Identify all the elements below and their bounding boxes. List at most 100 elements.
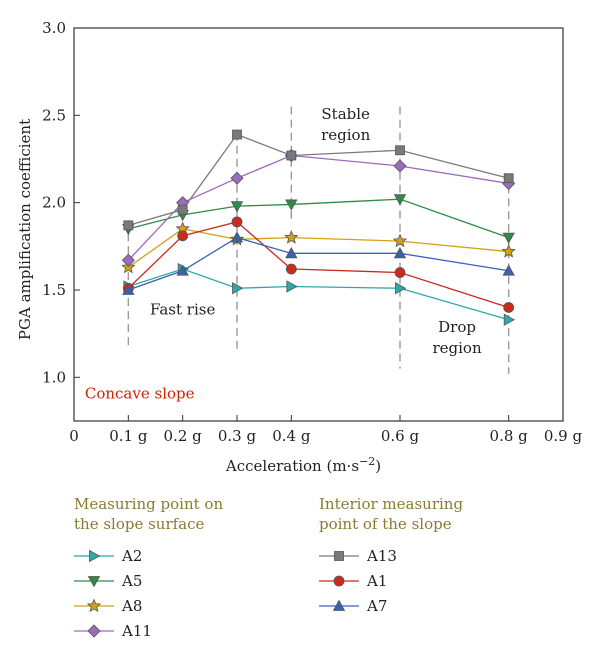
x-tick-label: 0.1 g: [109, 427, 148, 445]
data-point-a13: [177, 204, 188, 215]
series-a7: [122, 231, 515, 295]
y-axis-ticks: 1.0 1.5 2.0 2.5 3.0: [42, 19, 80, 386]
x-tick-label: 0.9 g: [544, 427, 583, 445]
legend-symbol-a8: [74, 598, 114, 613]
data-point-a2: [286, 280, 298, 293]
data-point-a8: [392, 233, 408, 248]
data-point-a11: [230, 171, 244, 185]
legend-symbol-a13: [319, 551, 359, 561]
series-line-a2: [128, 268, 509, 321]
x-tick-label: 0.3 g: [218, 427, 257, 445]
series-a1: [122, 216, 515, 313]
data-point-a1: [177, 230, 189, 242]
legend-marker-a1: [333, 575, 345, 587]
data-point-a2: [232, 282, 244, 295]
legend-label: A7: [367, 597, 388, 615]
data-point-a7: [393, 246, 407, 259]
data-point-a11: [121, 253, 135, 267]
x-tick-label: 0.2 g: [164, 427, 203, 445]
y-tick-label: 1.0: [42, 368, 66, 386]
legend-item-a8: A8: [74, 594, 223, 619]
legend-marker-a8: [86, 598, 102, 613]
legend-marker-a5: [87, 576, 101, 588]
x-axis-title-end: ): [375, 457, 381, 475]
data-point-a1: [231, 216, 243, 228]
legend-symbol-a5: [74, 576, 114, 588]
series-line-a7: [128, 236, 509, 291]
concave-slope-note: Concave slope: [85, 384, 195, 402]
legend-label: A1: [367, 572, 388, 590]
legend-surface-title: Measuring point on the slope surface: [74, 494, 223, 534]
legend-item-a11: A11: [74, 619, 223, 644]
x-axis-title-sup: −2: [359, 455, 375, 468]
x-tick-label: 0.8 g: [490, 427, 529, 445]
legend-interior: Interior measuring point of the slope A1…: [319, 494, 463, 619]
data-point-a1: [503, 302, 515, 313]
legend-symbol-a1: [319, 575, 359, 587]
legend-label: A5: [122, 572, 143, 590]
legend-label: A11: [122, 622, 152, 640]
series-a13: [123, 129, 514, 231]
plot-frame: [73, 27, 564, 422]
legend-item-a2: A2: [74, 544, 223, 569]
data-point-a13: [395, 145, 405, 156]
annotation-fast-rise: Fast rise: [150, 300, 215, 318]
annotations: Fast rise Stable region Drop region: [150, 105, 482, 357]
y-tick-label: 2.0: [42, 194, 66, 212]
legend-interior-items: A13 A1 A7: [319, 544, 463, 619]
data-point-a11: [393, 159, 407, 173]
data-point-a13: [232, 129, 242, 140]
data-point-a2: [395, 282, 407, 295]
y-tick-label: 1.5: [42, 281, 66, 299]
data-point-a7: [122, 283, 135, 295]
data-point-a13: [503, 173, 514, 184]
data-point-a13: [286, 150, 297, 161]
data-point-a13: [123, 220, 134, 231]
legend-marker-a11: [87, 624, 101, 638]
pga-chart: 1.0 1.5 2.0 2.5 3.0 0 0.1 g 0.2 g 0.3 g 0.4 g 0.6…: [16, 19, 583, 475]
x-tick-label: 0: [69, 427, 79, 445]
x-tick-label: 0.6 g: [381, 427, 420, 445]
data-point-a8: [284, 230, 299, 244]
legend-label: A8: [122, 597, 143, 615]
legend-marker-a7: [332, 599, 346, 611]
data-point-a1: [285, 263, 297, 275]
y-tick-label: 3.0: [42, 19, 66, 37]
legend-marker-a13: [334, 551, 344, 561]
legend-surface-title-line1: Measuring point on: [74, 495, 224, 513]
legend-interior-title: Interior measuring point of the slope: [319, 494, 463, 534]
series-group: [121, 129, 516, 326]
annotation-stable-region: Stable region: [321, 105, 370, 144]
legend-interior-title-line2: point of the slope: [319, 515, 452, 533]
y-tick-label: 2.5: [42, 106, 66, 124]
data-point-a7: [285, 246, 298, 259]
x-axis-ticks: 0 0.1 g 0.2 g 0.3 g 0.4 g 0.6 g 0.8 g 0.9 g: [69, 415, 583, 445]
data-point-a7: [176, 264, 189, 276]
data-point-a1: [394, 267, 406, 278]
legend-surface-items: A2 A5 A8 A11: [74, 544, 223, 644]
series-line-a5: [128, 198, 509, 239]
legend-marker-a2: [89, 549, 101, 563]
data-point-a5: [393, 194, 407, 206]
x-tick-label: 0.4 g: [272, 427, 311, 445]
x-axis-title-main: Acceleration (m·s: [225, 457, 359, 475]
legend-label: A13: [367, 547, 397, 565]
series-line-a8: [127, 228, 509, 268]
legend-interior-title-line1: Interior measuring: [319, 495, 464, 513]
legend-item-a13: A13: [319, 544, 463, 569]
data-point-a7: [502, 264, 515, 276]
legend-item-a7: A7: [319, 594, 463, 619]
data-point-a5: [285, 199, 298, 211]
data-point-a7: [230, 231, 244, 243]
y-axis-title: PGA amplification coefficient: [16, 119, 34, 340]
legend-symbol-a2: [74, 549, 114, 563]
legend-surface: Measuring point on the slope surface A2 A…: [74, 494, 223, 644]
data-point-a5: [502, 232, 515, 244]
legend-item-a5: A5: [74, 569, 223, 594]
series-line-a13: [128, 133, 509, 226]
data-point-a5: [230, 201, 244, 213]
data-point-a2: [503, 313, 515, 326]
legend-surface-title-line2: the slope surface: [74, 515, 205, 533]
legend-symbol-a11: [74, 624, 114, 638]
legend-label: A2: [122, 547, 143, 565]
